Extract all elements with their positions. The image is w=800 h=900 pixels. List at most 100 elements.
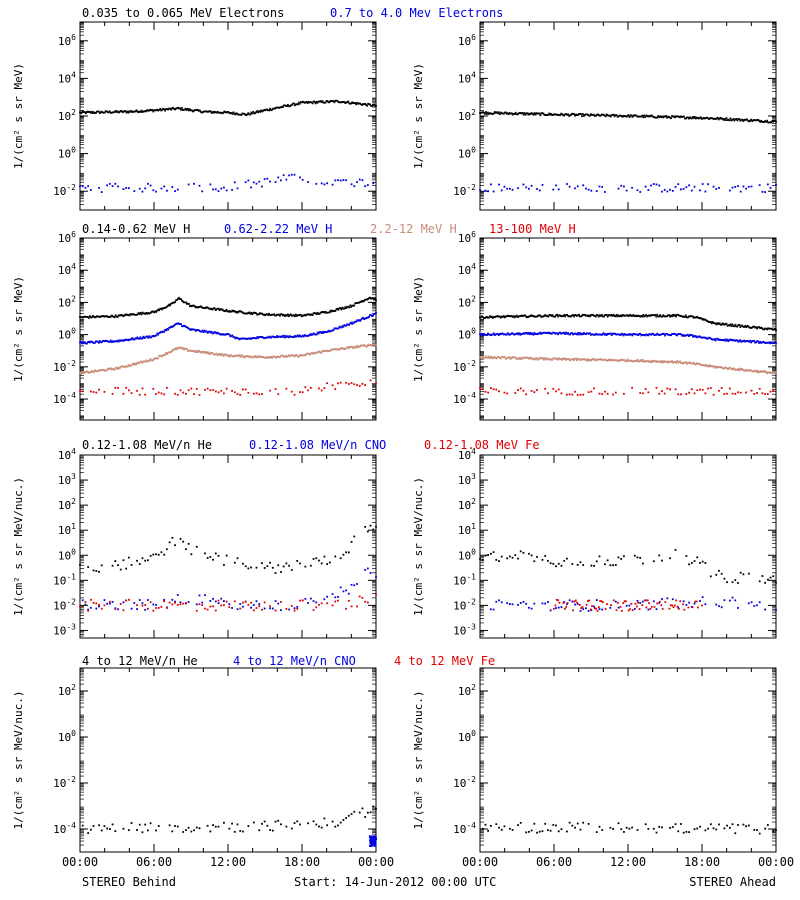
data-point: [336, 307, 339, 310]
data-point: [295, 103, 298, 106]
data-point: [617, 314, 620, 317]
data-point: [666, 360, 669, 363]
data-point: [727, 368, 730, 370]
data-point: [759, 340, 762, 343]
data-point: [684, 316, 686, 318]
data-point: [91, 370, 94, 373]
data-point: [115, 367, 118, 369]
data-point: [507, 333, 510, 336]
data-point: [334, 309, 337, 312]
data-point: [87, 111, 89, 113]
data-point: [309, 597, 312, 600]
data-point: [680, 362, 682, 364]
data-point: [587, 188, 590, 191]
data-point: [198, 184, 201, 187]
data-point: [243, 337, 246, 340]
data-point: [91, 341, 94, 344]
data-point: [280, 609, 282, 612]
data-point: [165, 189, 168, 192]
data-point: [356, 181, 358, 184]
data-point: [210, 351, 213, 354]
data-point: [574, 357, 576, 360]
data-point: [113, 111, 116, 113]
data-point: [492, 190, 495, 193]
data-point: [163, 353, 166, 356]
data-point: [155, 357, 158, 360]
data-point: [174, 544, 176, 547]
data-point: [496, 333, 499, 335]
data-point: [214, 331, 217, 334]
data-point: [139, 312, 142, 314]
data-point: [571, 358, 573, 361]
data-point: [516, 332, 519, 334]
data-point: [546, 114, 549, 116]
data-point: [353, 101, 356, 104]
data-point: [666, 315, 669, 318]
data-point: [119, 366, 122, 369]
data-point: [93, 316, 96, 319]
data-point: [487, 391, 490, 394]
data-point: [203, 306, 206, 309]
data-point: [582, 358, 584, 361]
data-point: [596, 610, 599, 612]
data-point: [500, 555, 503, 558]
data-point: [84, 186, 87, 189]
data-point: [194, 109, 197, 111]
data-point: [682, 115, 684, 118]
data-point: [226, 354, 229, 357]
data-point: [259, 110, 262, 113]
data-point: [97, 341, 100, 344]
data-point: [486, 113, 488, 115]
data-point: [90, 340, 93, 343]
data-point: [112, 368, 115, 371]
data-point: [181, 107, 183, 109]
data-point: [688, 361, 691, 364]
data-point: [538, 332, 541, 335]
data-point: [360, 344, 363, 347]
data-point: [544, 387, 547, 390]
data-point: [84, 111, 86, 114]
data-point: [120, 110, 123, 113]
data-point: [773, 328, 775, 331]
data-point: [755, 119, 758, 122]
data-point: [286, 314, 288, 317]
data-point: [93, 369, 96, 372]
data-point: [333, 101, 336, 104]
data-point: [249, 355, 252, 358]
data-point: [577, 114, 579, 116]
data-point: [498, 183, 500, 186]
data-point: [234, 310, 237, 313]
data-point: [361, 317, 364, 320]
data-point: [307, 352, 310, 355]
data-point: [729, 323, 732, 326]
data-point: [208, 110, 211, 112]
data-point: [612, 599, 615, 602]
data-point: [257, 356, 260, 359]
data-point: [213, 331, 216, 333]
data-point: [369, 103, 371, 106]
data-point: [220, 597, 223, 600]
data-point: [320, 332, 323, 334]
data-point: [727, 324, 730, 327]
data-point: [621, 358, 624, 361]
data-point: [304, 334, 307, 337]
data-point: [522, 113, 525, 116]
series-13-100-mev-h: [79, 379, 377, 396]
data-point: [755, 341, 758, 344]
data-point: [123, 366, 126, 369]
data-point: [309, 564, 312, 567]
data-point: [291, 314, 294, 317]
data-point: [667, 333, 669, 336]
data-point: [731, 581, 734, 584]
data-point: [555, 824, 557, 827]
data-point: [632, 114, 635, 117]
data-point: [301, 100, 304, 103]
data-point: [238, 113, 241, 116]
data-point: [718, 389, 720, 392]
data-point: [598, 392, 601, 395]
data-point: [752, 325, 755, 328]
data-point: [761, 327, 764, 330]
data-point: [545, 114, 548, 116]
data-point: [202, 110, 205, 113]
data-point: [771, 372, 773, 374]
